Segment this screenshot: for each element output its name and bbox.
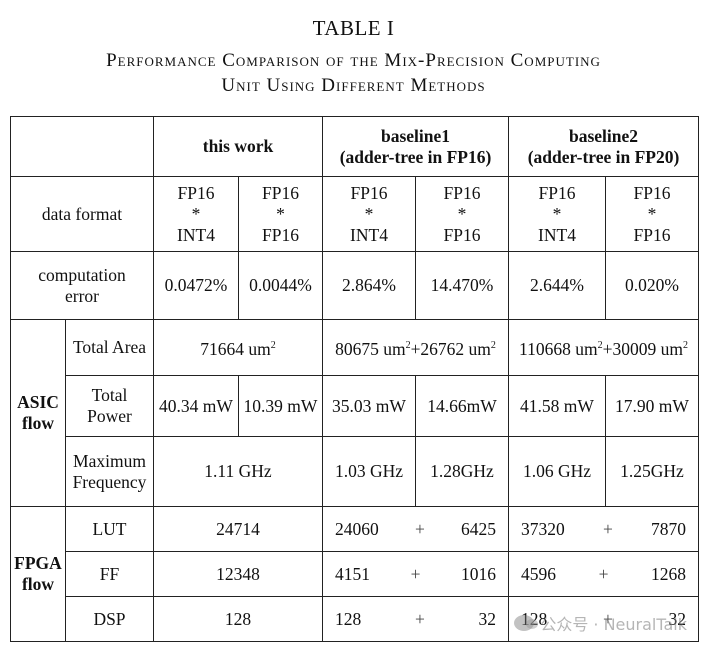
error-cell: 0.020% <box>605 251 699 320</box>
data-format-row: data format FP16 * INT4 FP16 * FP16 FP16 * INT… <box>10 176 699 252</box>
computation-error-row: computation error 0.0472% 0.0044% 2.864% … <box>10 251 699 320</box>
header-empty <box>10 116 154 177</box>
total-area-label: Total Area <box>65 319 154 376</box>
frequency-cell: 1.03 GHz <box>322 436 416 507</box>
total-area-row: ASIC flow Total Area 71664 um2 80675 um2+… <box>10 319 699 507</box>
frequency-this-work: 1.11 GHz <box>153 436 323 507</box>
power-cell: 35.03 mW <box>322 375 416 437</box>
data-format-cell: FP16 * INT4 <box>153 176 239 252</box>
dsp-this-work: 128 <box>153 596 323 642</box>
error-cell: 0.0472% <box>153 251 239 320</box>
lut-label: LUT <box>65 506 154 552</box>
error-cell: 2.864% <box>322 251 416 320</box>
frequency-cell: 1.28GHz <box>415 436 509 507</box>
lut-this-work: 24714 <box>153 506 323 552</box>
total-power-label: Total Power <box>65 375 154 437</box>
max-frequency-row: Maximum Frequency 1.11 GHz 1.03 GHz 1.28G… <box>11 436 699 507</box>
ff-baseline2: 4596 +1268 <box>508 551 699 597</box>
lut-baseline2: 37320 +7870 <box>508 506 699 552</box>
frequency-cell: 1.25GHz <box>605 436 699 507</box>
watermark-text: 公众号 · NeuralTalk <box>540 615 687 634</box>
total-area-baseline1: 80675 um2+26762 um2 <box>322 319 509 376</box>
total-area-this-work: 71664 um2 <box>153 319 323 376</box>
data-format-cell: FP16 * FP16 <box>415 176 509 252</box>
header-baseline2-desc: (adder-tree in FP20) <box>527 146 680 167</box>
header-this-work: this work <box>153 116 323 177</box>
power-cell: 14.66mW <box>415 375 509 437</box>
watermark: 公众号 · NeuralTalk <box>514 611 687 635</box>
table-title-line2: Unit Using Different Methods <box>221 75 486 96</box>
dsp-baseline1: 128 +32 <box>322 596 509 642</box>
header-baseline1: baseline1 (adder-tree in FP16) <box>322 116 509 177</box>
ff-label: FF <box>65 551 154 597</box>
computation-error-label: computation error <box>10 251 154 320</box>
total-power-row: Total Power 40.34 mW 10.39 mW 35.03 mW 14… <box>11 375 699 437</box>
power-cell: 40.34 mW <box>153 375 239 437</box>
data-format-cell: FP16 * FP16 <box>238 176 323 252</box>
ff-this-work: 12348 <box>153 551 323 597</box>
table-label: TABLE I <box>312 16 395 40</box>
comparison-table: this work baseline1 (adder-tree in FP16)… <box>10 116 699 642</box>
data-format-label: data format <box>10 176 154 252</box>
dsp-baseline2: 128 +32 <box>508 596 699 642</box>
table-title-line1: Performance Comparison of the Mix-Precis… <box>106 50 601 71</box>
header-baseline1-name: baseline1 <box>380 125 451 146</box>
dsp-row: DSP 128 128 +32 128 +32 <box>11 596 699 642</box>
power-cell: 10.39 mW <box>238 375 323 437</box>
power-cell: 17.90 mW <box>605 375 699 437</box>
data-format-cell: FP16 * INT4 <box>508 176 606 252</box>
lut-baseline1: 24060 +6425 <box>322 506 509 552</box>
error-cell: 2.644% <box>508 251 606 320</box>
header-row: this work baseline1 (adder-tree in FP16)… <box>10 116 699 177</box>
asic-flow-group: ASIC flow <box>10 319 66 507</box>
max-frequency-label: Maximum Frequency <box>65 436 154 507</box>
fpga-flow-group: FPGA flow <box>10 506 66 642</box>
ff-baseline1: 4151 +1016 <box>322 551 509 597</box>
dsp-label: DSP <box>65 596 154 642</box>
lut-row: FPGA flow LUT 24714 24060 +6425 37320 +7870 <box>10 506 699 642</box>
header-baseline1-desc: (adder-tree in FP16) <box>339 146 492 167</box>
data-format-cell: FP16 * INT4 <box>322 176 416 252</box>
error-cell: 14.470% <box>415 251 509 320</box>
data-format-cell: FP16 * FP16 <box>605 176 699 252</box>
wechat-icon <box>514 615 539 631</box>
frequency-cell: 1.06 GHz <box>508 436 606 507</box>
power-cell: 41.58 mW <box>508 375 606 437</box>
error-cell: 0.0044% <box>238 251 323 320</box>
header-baseline2: baseline2 (adder-tree in FP20) <box>508 116 699 177</box>
total-area-baseline2: 110668 um2+30009 um2 <box>508 319 699 376</box>
ff-row: FF 12348 4151 +1016 4596 +1268 <box>11 551 699 597</box>
header-baseline2-name: baseline2 <box>568 125 639 146</box>
